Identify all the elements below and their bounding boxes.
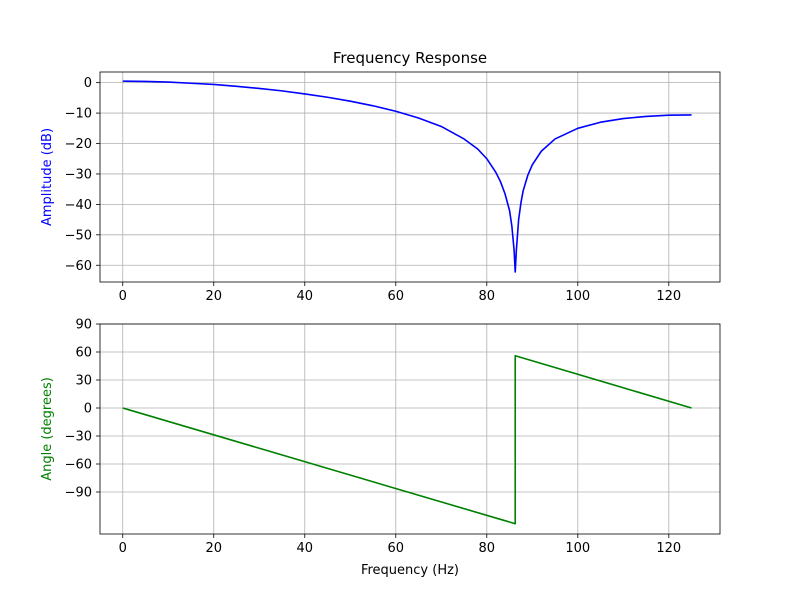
phase-x-tick-label: 80 bbox=[479, 541, 496, 556]
amplitude-y-tick-label: −60 bbox=[65, 259, 92, 274]
phase-x-tick-label: 0 bbox=[119, 541, 127, 556]
amplitude-x-tick-label: 120 bbox=[656, 289, 681, 304]
amplitude-series-line bbox=[122, 80, 692, 273]
phase-x-tick-label: 60 bbox=[388, 541, 405, 556]
phase-y-tick-label: 60 bbox=[75, 346, 92, 361]
phase-y-tick-label: −90 bbox=[65, 486, 92, 501]
phase-x-tick-label: 100 bbox=[565, 541, 590, 556]
amplitude-y-tick-label: −40 bbox=[65, 198, 92, 213]
amplitude-x-tick-label: 80 bbox=[479, 289, 496, 304]
amplitude-x-tick-label: 40 bbox=[296, 289, 313, 304]
phase-axes-frame bbox=[99, 323, 721, 535]
amplitude-y-tick-label: −50 bbox=[65, 228, 92, 243]
amplitude-x-tick-label: 20 bbox=[205, 289, 222, 304]
phase-y-tick-label: 0 bbox=[84, 402, 92, 417]
phase-x-tick-label: 120 bbox=[656, 541, 681, 556]
phase-panel: 0 20 40 60 80 100 120 90 60 30 0 −30 −60 −90 Angle (de… bbox=[40, 318, 721, 578]
amplitude-y-tick-label: −10 bbox=[65, 107, 92, 122]
amplitude-panel: 0 20 40 60 80 100 120 0 −10 −20 −30 −40 −50 −60 Freque… bbox=[40, 49, 721, 304]
phase-y-tick-label: −60 bbox=[65, 458, 92, 473]
amplitude-y-tick-label: 0 bbox=[84, 76, 92, 91]
phase-y-tick-label: 30 bbox=[75, 374, 92, 389]
phase-y-tick-label: 90 bbox=[75, 318, 92, 333]
amplitude-chart-title: Frequency Response bbox=[333, 49, 487, 67]
amplitude-axes-frame bbox=[99, 71, 721, 283]
phase-y-axis-label: Angle (degrees) bbox=[40, 377, 55, 481]
amplitude-x-tick-label: 60 bbox=[388, 289, 405, 304]
phase-y-tick-label: −30 bbox=[65, 430, 92, 445]
amplitude-y-tick-label: −30 bbox=[65, 167, 92, 182]
phase-x-tick-label: 20 bbox=[205, 541, 222, 556]
phase-x-tick-label: 40 bbox=[296, 541, 313, 556]
phase-x-axis-label: Frequency (Hz) bbox=[361, 563, 459, 578]
amplitude-y-tick-label: −20 bbox=[65, 137, 92, 152]
amplitude-x-tick-label: 100 bbox=[565, 289, 590, 304]
amplitude-x-tick-label: 0 bbox=[119, 289, 127, 304]
amplitude-y-axis-label: Amplitude (dB) bbox=[40, 128, 55, 226]
phase-series-line bbox=[122, 354, 692, 525]
